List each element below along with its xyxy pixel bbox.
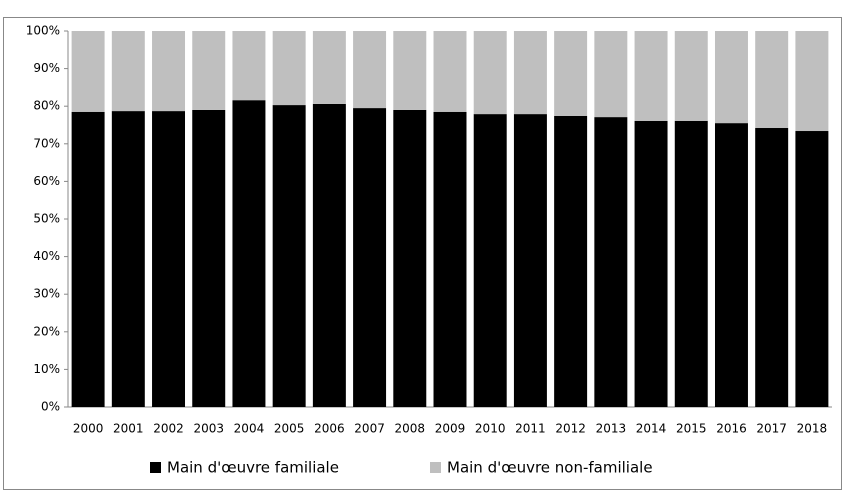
x-tick-label: 2010 xyxy=(475,422,506,436)
x-tick-label: 2002 xyxy=(153,422,184,436)
bar-segment xyxy=(433,111,467,407)
bar-segment xyxy=(554,31,588,116)
x-tick-label: 2001 xyxy=(113,422,144,436)
bar-segment xyxy=(232,100,266,408)
legend-label: Main d'œuvre familiale xyxy=(167,459,339,477)
x-tick-label: 2004 xyxy=(234,422,265,436)
y-tick-label: 0% xyxy=(41,400,60,414)
y-tick-label: 70% xyxy=(33,136,60,150)
bar-segment xyxy=(634,120,668,407)
x-tick-label: 2014 xyxy=(636,422,667,436)
bar-segment xyxy=(272,105,306,408)
bar-segment xyxy=(594,31,628,118)
y-tick-label: 10% xyxy=(33,362,60,376)
x-tick-label: 2016 xyxy=(716,422,747,436)
y-tick-label: 30% xyxy=(33,287,60,301)
bar-segment xyxy=(312,103,346,407)
y-tick-label: 20% xyxy=(33,324,60,338)
bar-segment xyxy=(393,31,427,110)
chart-frame xyxy=(3,17,842,490)
legend-swatch xyxy=(430,462,441,473)
y-tick-label: 100% xyxy=(26,24,60,38)
bar-segment xyxy=(513,31,547,115)
bar-segment xyxy=(353,31,387,109)
y-tick-label: 80% xyxy=(33,99,60,113)
y-tick-label: 50% xyxy=(33,212,60,226)
bar-segment xyxy=(71,111,105,407)
bar-segment xyxy=(71,31,105,112)
bar-segment xyxy=(795,31,829,132)
bar-segment xyxy=(594,117,628,407)
bar-segment xyxy=(111,31,145,112)
bar-segment xyxy=(152,31,186,112)
bar-segment xyxy=(272,31,306,106)
x-tick-label: 2006 xyxy=(314,422,345,436)
bar-segment xyxy=(755,128,789,407)
x-tick-label: 2003 xyxy=(193,422,224,436)
bar-segment xyxy=(192,31,226,110)
x-tick-label: 2011 xyxy=(515,422,546,436)
bar-segment xyxy=(473,114,507,407)
x-tick-label: 2012 xyxy=(555,422,586,436)
bar-segment xyxy=(152,111,186,407)
y-tick-label: 90% xyxy=(33,61,60,75)
bar-segment xyxy=(634,31,668,121)
legend-label: Main d'œuvre non-familiale xyxy=(447,459,653,477)
x-tick-label: 2008 xyxy=(395,422,426,436)
bar-segment xyxy=(111,111,145,407)
bar-segment xyxy=(232,31,266,101)
x-tick-label: 2013 xyxy=(596,422,627,436)
x-tick-label: 2000 xyxy=(73,422,104,436)
bar-segment xyxy=(312,31,346,104)
y-tick-label: 40% xyxy=(33,249,60,263)
y-tick-label: 60% xyxy=(33,174,60,188)
x-tick-label: 2015 xyxy=(676,422,707,436)
bar-segment xyxy=(192,109,226,408)
bar-segment xyxy=(714,123,748,408)
bar-segment xyxy=(353,108,387,407)
bar-segment xyxy=(674,120,708,407)
x-tick-label: 2007 xyxy=(354,422,385,436)
x-tick-label: 2009 xyxy=(435,422,466,436)
bar-segment xyxy=(393,109,427,408)
bar-segment xyxy=(674,31,708,121)
x-tick-label: 2005 xyxy=(274,422,305,436)
bar-segment xyxy=(473,31,507,115)
bar-segment xyxy=(714,31,748,124)
bar-segment xyxy=(513,114,547,407)
bar-segment xyxy=(795,131,829,408)
bar-segment xyxy=(755,31,789,129)
bar-segment xyxy=(433,31,467,112)
x-tick-label: 2017 xyxy=(756,422,787,436)
legend-swatch xyxy=(150,462,161,473)
bar-segment xyxy=(554,115,588,407)
x-tick-label: 2018 xyxy=(797,422,828,436)
